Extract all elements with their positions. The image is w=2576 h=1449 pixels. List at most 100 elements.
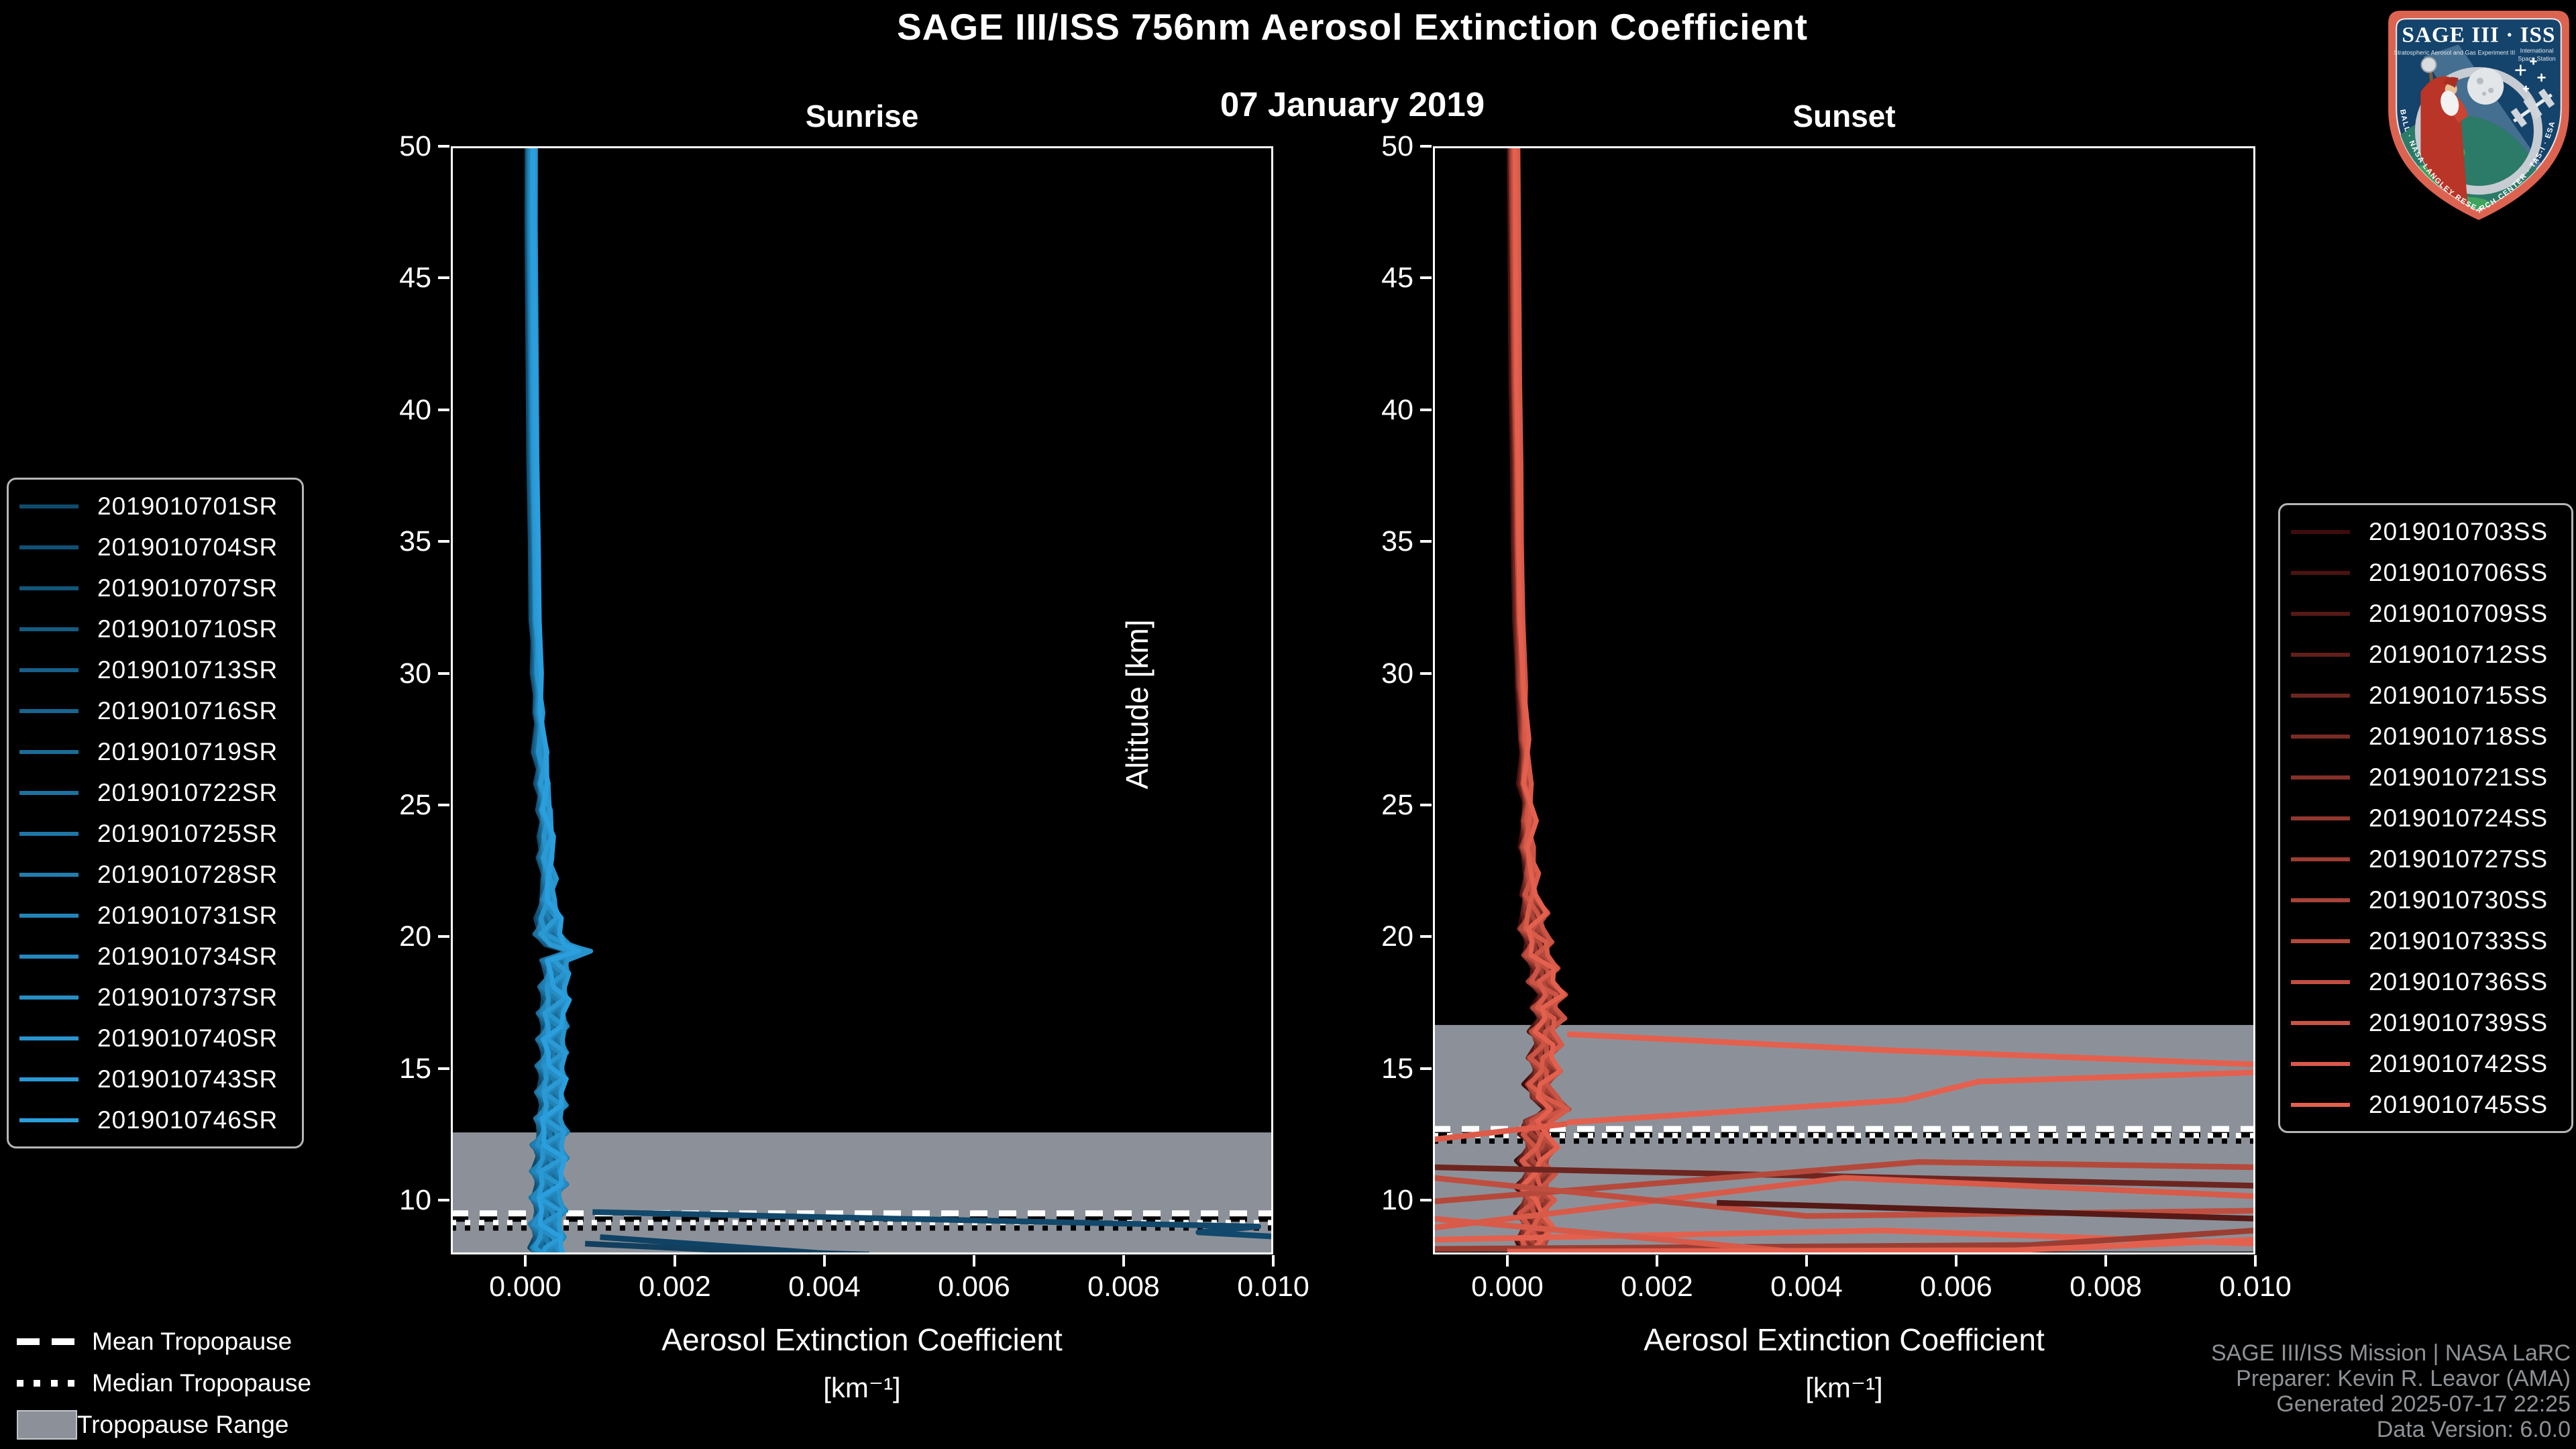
legend-item: 2019010746SR [9, 1099, 302, 1140]
legend-line-swatch [19, 995, 78, 1000]
legend-label: 2019010743SR [97, 1065, 278, 1093]
sunset-outlier-line-9 [1432, 1228, 2256, 1252]
legend-label: 2019010721SS [2369, 763, 2548, 791]
tropopause-legend: Mean Tropopause Median Tropopause Tropop… [17, 1325, 311, 1449]
sunrise-xtick-label: 0.002 [639, 1271, 711, 1303]
sunrise-xaxis-label-text: Aerosol Extinction Coefficient [661, 1322, 1063, 1357]
legend-item: 2019010710SR [9, 608, 302, 649]
sunrise-xtick-mark [1272, 1255, 1275, 1267]
legend-item: 2019010701SR [9, 486, 302, 527]
legend-line-swatch [2291, 1020, 2350, 1025]
credit-mission: SAGE III/ISS Mission | NASA LaRC [2210, 1340, 2571, 1366]
legend-line-swatch [19, 586, 78, 590]
legend-line-swatch [19, 790, 78, 795]
legend-item: 2019010707SR [9, 568, 302, 608]
legend-label: 2019010713SR [97, 655, 278, 684]
mean-tropopause-legend-item: Mean Tropopause [17, 1325, 311, 1358]
sunset-xtick-label: 0.002 [1621, 1271, 1693, 1303]
legend-item: 2019010737SR [9, 977, 302, 1018]
credit-data-version: Data Version: 6.0.0 [2376, 1417, 2571, 1442]
sunset-profile-2019010745SS [1512, 146, 1566, 1254]
sunrise-ytick-label: 30 [399, 657, 431, 690]
sunrise-ytick-mark [438, 1067, 449, 1070]
sunset-xtick-label: 0.010 [2219, 1271, 2292, 1303]
legend-label: 2019010739SS [2369, 1008, 2548, 1036]
sunrise-ytick-mark [438, 1199, 449, 1202]
mean-tropopause-label: Mean Tropopause [92, 1328, 292, 1355]
legend-line-swatch [2291, 938, 2350, 943]
legend-label: 2019010736SS [2369, 967, 2548, 996]
legend-label: 2019010725SR [97, 819, 278, 847]
sunset-legend: 2019010703SS 2019010706SS 2019010709SS 2019… [2278, 503, 2573, 1133]
credit-generated: Generated 2025-07-17 22:25 [2276, 1391, 2571, 1417]
sunrise-xtick-label: 0.004 [788, 1271, 861, 1303]
sunrise-xtick-label: 0.010 [1237, 1271, 1309, 1303]
sunset-xaxis-label-text: Aerosol Extinction Coefficient [1644, 1322, 2045, 1357]
legend-item: 2019010709SS [2280, 593, 2571, 634]
sunset-ytick-mark [1420, 803, 1432, 806]
sunset-ytick-label: 50 [1381, 130, 1413, 162]
legend-item: 2019010706SS [2280, 552, 2571, 593]
sunrise-profile-2019010746SR [531, 146, 582, 1256]
legend-line-swatch [2291, 529, 2350, 534]
legend-line-swatch [19, 667, 78, 672]
legend-line-swatch [19, 954, 78, 959]
sunset-xtick-mark [1505, 1255, 1509, 1267]
legend-label: 2019010740SR [97, 1024, 278, 1052]
legend-label: 2019010710SR [97, 614, 278, 643]
sunset-ytick-mark [1420, 935, 1432, 938]
figure-subtitle: 07 January 2019 [1220, 85, 1485, 123]
sunrise-panel-title: Sunrise [805, 99, 919, 133]
sunrise-xtick-mark [673, 1255, 676, 1267]
legend-line-swatch [19, 1118, 78, 1122]
legend-item: 2019010712SS [2280, 634, 2571, 675]
sunrise-outlier-line-0 [592, 1209, 1274, 1240]
legend-line-swatch [2291, 898, 2350, 902]
sunrise-ytick-mark [438, 408, 449, 411]
sunrise-plot-area [451, 146, 1274, 1258]
legend-label: 2019010734SR [97, 942, 278, 970]
sunset-ytick-label: 10 [1381, 1184, 1413, 1217]
legend-label: 2019010730SS [2369, 885, 2548, 914]
sunset-xtick-label: 0.000 [1471, 1271, 1544, 1303]
legend-line-swatch [19, 1077, 78, 1081]
sunset-ytick-mark [1420, 408, 1432, 411]
sunset-ytick-mark [1420, 276, 1432, 280]
legend-label: 2019010716SR [97, 696, 278, 724]
sunrise-ytick-mark [438, 540, 449, 543]
legend-label: 2019010742SS [2369, 1049, 2548, 1077]
sunset-ytick-mark [1420, 145, 1432, 148]
sunset-xtick-mark [2254, 1255, 2257, 1267]
legend-label: 2019010745SS [2369, 1090, 2548, 1118]
legend-label: 2019010718SS [2369, 722, 2548, 750]
sunrise-xtick-mark [1122, 1255, 1125, 1267]
legend-line-swatch [2291, 1102, 2350, 1107]
logo-subtitle-right1: International [2520, 47, 2554, 54]
sunset-plot [1432, 146, 2256, 1257]
legend-item: 2019010713SR [9, 649, 302, 690]
sunrise-ytick-label: 15 [399, 1052, 431, 1085]
legend-line-swatch [2291, 693, 2350, 698]
legend-item: 2019010727SS [2280, 839, 2571, 879]
sunrise-ytick-mark [438, 672, 449, 675]
legend-line-swatch [19, 831, 78, 836]
legend-line-swatch [2291, 857, 2350, 861]
legend-line-swatch [2291, 979, 2350, 984]
sunset-ytick-label: 40 [1381, 393, 1413, 426]
sunset-plot-area [1432, 146, 2256, 1257]
sunrise-xtick-mark [523, 1255, 527, 1267]
sunset-axes-frame [1433, 146, 2255, 1254]
median-tropopause-legend-item: Median Tropopause [17, 1366, 311, 1400]
figure-title: SAGE III/ISS 756nm Aerosol Extinction Co… [896, 6, 1809, 48]
legend-label: 2019010733SS [2369, 926, 2548, 955]
legend-item: 2019010725SR [9, 813, 302, 854]
legend-item: 2019010718SS [2280, 716, 2571, 757]
legend-item: 2019010742SS [2280, 1043, 2571, 1084]
sunrise-xtick-mark [822, 1255, 826, 1267]
sunset-xtick-label: 0.006 [1920, 1271, 1992, 1303]
sunset-outlier-line-0 [1566, 1031, 2256, 1068]
logo-subtitle-left: Stratospheric Aerosol and Gas Experiment… [2394, 49, 2515, 56]
sunset-xtick-label: 0.004 [1770, 1271, 1843, 1303]
legend-label: 2019010707SR [97, 574, 278, 602]
